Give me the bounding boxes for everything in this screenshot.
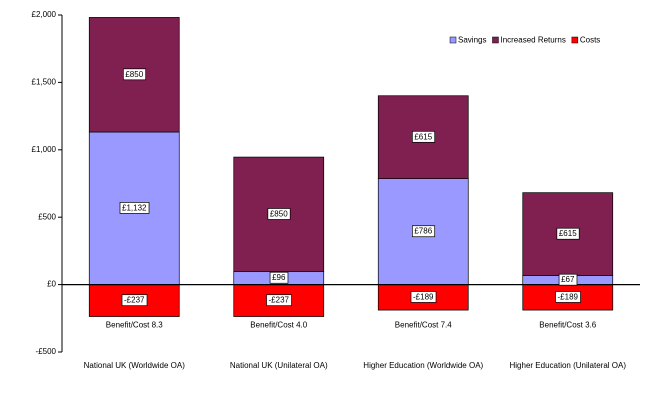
value-label: £67 xyxy=(561,275,575,284)
value-label-box xyxy=(119,202,150,214)
x-tick-label: National UK (Worldwide OA) xyxy=(84,361,186,370)
value-label-box xyxy=(412,130,436,143)
value-label-box xyxy=(410,291,437,303)
y-tick-label: £0 xyxy=(47,280,56,289)
value-label-box xyxy=(123,68,147,81)
value-label-box xyxy=(558,273,578,286)
annotation: Benefit/Cost 3.6 xyxy=(539,321,596,330)
x-tick-label: National UK (Unilateral OA) xyxy=(230,361,328,370)
x-tick-label: Higher Education (Unilateral OA) xyxy=(510,361,627,370)
annotation: Benefit/Cost 7.4 xyxy=(395,321,452,330)
value-label-box xyxy=(266,294,292,307)
value-label: -£189 xyxy=(413,292,434,301)
legend-label: Savings xyxy=(458,36,486,45)
value-label: £96 xyxy=(272,273,286,282)
annotation: Benefit/Cost 4.0 xyxy=(250,321,307,330)
y-tick-label: -£500 xyxy=(36,347,57,356)
legend-swatch xyxy=(492,36,499,44)
value-label: £850 xyxy=(125,70,143,79)
legend-label: Increased Returns xyxy=(500,36,565,45)
value-label: -£237 xyxy=(269,296,290,305)
annotation: Benefit/Cost 8.3 xyxy=(106,321,163,330)
value-label: £850 xyxy=(270,209,288,218)
value-label-box xyxy=(556,227,580,240)
value-label-box xyxy=(412,225,436,238)
value-label: -£237 xyxy=(124,296,145,305)
legend-swatch xyxy=(571,36,579,44)
y-tick-label: £500 xyxy=(38,212,56,221)
y-tick-label: £2,000 xyxy=(32,10,57,19)
y-tick-label: £1,500 xyxy=(32,78,57,87)
value-label-box xyxy=(121,294,148,307)
x-tick-label: Higher Education (Worldwide OA) xyxy=(363,361,483,370)
value-label: £615 xyxy=(559,229,577,238)
y-tick-label: £1,000 xyxy=(32,145,57,154)
value-label: £615 xyxy=(414,132,432,141)
value-label: -£189 xyxy=(558,292,579,301)
value-label: £786 xyxy=(414,227,432,236)
legend-swatch xyxy=(449,36,457,44)
value-label-box xyxy=(555,291,581,303)
value-label-box xyxy=(267,208,291,220)
value-label-box xyxy=(269,271,289,284)
value-label: £1,132 xyxy=(122,203,147,212)
legend-label: Costs xyxy=(580,36,600,45)
